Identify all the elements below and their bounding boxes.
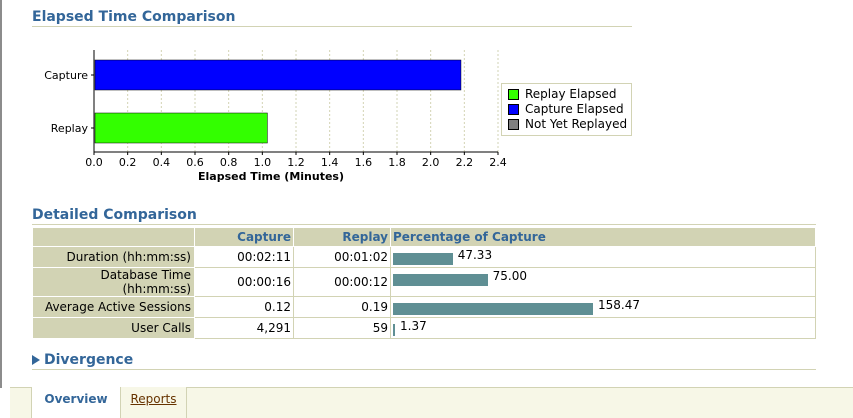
x-tick-label: 1.6 (355, 156, 373, 169)
table-header-row: Capture Replay Percentage of Capture (32, 227, 816, 247)
legend-item-replay: Replay Elapsed (508, 87, 617, 101)
header-capture: Capture (194, 227, 294, 247)
divergence-label: Divergence (44, 352, 134, 368)
x-tick-label: 0.0 (85, 156, 103, 169)
chart-bars (94, 59, 462, 144)
header-blank (32, 227, 195, 247)
tab-bar-fill-right (187, 388, 853, 418)
x-tick-label: 0.4 (153, 156, 171, 169)
chart-legend: Replay Elapsed Capture Elapsed Not Yet R… (501, 83, 632, 136)
x-tick-label: 0.8 (220, 156, 238, 169)
bar-capture (94, 59, 462, 91)
x-tick-label: 0.6 (186, 156, 204, 169)
percentage-value: 47.33 (457, 248, 493, 262)
legend-swatch-replay (508, 88, 519, 100)
table-row: Duration (hh:mm:ss) 00:02:11 00:01:02 47.33 (32, 246, 816, 268)
x-axis-title: Elapsed Time (Minutes) (198, 170, 344, 183)
x-tick-label: 1.0 (254, 156, 272, 169)
bar-replay (94, 112, 268, 144)
percentage-value: 158.47 (598, 298, 640, 312)
x-tick-label: 1.4 (321, 156, 339, 169)
legend-swatch-capture (508, 103, 519, 115)
x-tick-label: 2.0 (422, 156, 440, 169)
x-tick-label: 1.2 (287, 156, 305, 169)
tab-bar-fill-left (10, 388, 31, 418)
legend-label-capture: Capture Elapsed (525, 102, 624, 116)
chart-labels: 0.0 0.2 0.4 0.6 0.8 1.0 1.2 1.4 1.6 1.8 2.0 2.2 2.4 C… (44, 69, 507, 183)
percentage-cell: 75.00 (390, 267, 816, 297)
x-tick-label: 2.2 (456, 156, 474, 169)
replay-value: 59 (293, 317, 391, 339)
percentage-bar (393, 274, 488, 286)
left-border (0, 0, 2, 388)
legend-label-not-replayed: Not Yet Replayed (525, 117, 628, 131)
capture-value: 00:00:16 (194, 267, 294, 297)
percentage-bar (393, 303, 593, 315)
comparison-table: Capture Replay Percentage of Capture Dur… (32, 227, 816, 339)
header-replay: Replay (293, 227, 391, 247)
percentage-cell: 1.37 (390, 317, 816, 339)
elapsed-time-chart: 0.0 0.2 0.4 0.6 0.8 1.0 1.2 1.4 1.6 1.8 2.0 2.2 2.4 C… (44, 50, 507, 183)
legend-item-capture: Capture Elapsed (508, 102, 624, 116)
percentage-cell: 158.47 (390, 296, 816, 318)
header-percentage: Percentage of Capture (390, 227, 816, 247)
percentage-value: 75.00 (492, 269, 527, 283)
detailed-comparison-title: Detailed Comparison (32, 207, 197, 223)
percentage-bar (393, 324, 395, 336)
percentage-cell: 47.33 (390, 246, 816, 268)
replay-value: 00:00:12 (293, 267, 391, 297)
table-row: User Calls 4,291 59 1.37 (32, 317, 816, 339)
x-tick-label: 2.4 (489, 156, 507, 169)
replay-value: 00:01:02 (293, 246, 391, 268)
y-category-label: Capture (44, 69, 88, 82)
row-label: Duration (hh:mm:ss) (32, 246, 195, 268)
divergence-divider (32, 369, 816, 370)
x-tick-label: 1.8 (388, 156, 406, 169)
replay-value: 0.19 (293, 296, 391, 318)
row-label: Average Active Sessions (32, 296, 195, 318)
percentage-value: 1.37 (400, 319, 427, 333)
legend-swatch-not-replayed (508, 118, 519, 130)
capture-value: 00:02:11 (194, 246, 294, 268)
y-category-label: Replay (51, 122, 89, 135)
percentage-bar (393, 253, 453, 265)
capture-value: 0.12 (194, 296, 294, 318)
tab-overview[interactable]: Overview (31, 387, 121, 418)
chart-axes (91, 50, 499, 155)
elapsed-time-title: Elapsed Time Comparison (32, 9, 236, 25)
divergence-toggle[interactable]: Divergence (32, 352, 133, 368)
legend-label-replay: Replay Elapsed (525, 87, 617, 101)
tab-bar-rule (10, 387, 853, 388)
title-divider (32, 26, 632, 27)
capture-value: 4,291 (194, 317, 294, 339)
tab-reports[interactable]: Reports (121, 387, 187, 418)
table-row: Database Time (hh:mm:ss) 00:00:16 00:00:12… (32, 267, 816, 297)
row-label: User Calls (32, 317, 195, 339)
x-tick-label: 0.2 (119, 156, 137, 169)
detailed-divider (32, 224, 816, 225)
row-label: Database Time (hh:mm:ss) (32, 267, 195, 297)
table-row: Average Active Sessions 0.12 0.19 158.47 (32, 296, 816, 318)
legend-item-not-replayed: Not Yet Replayed (508, 117, 627, 131)
expand-triangle-icon (32, 355, 40, 365)
